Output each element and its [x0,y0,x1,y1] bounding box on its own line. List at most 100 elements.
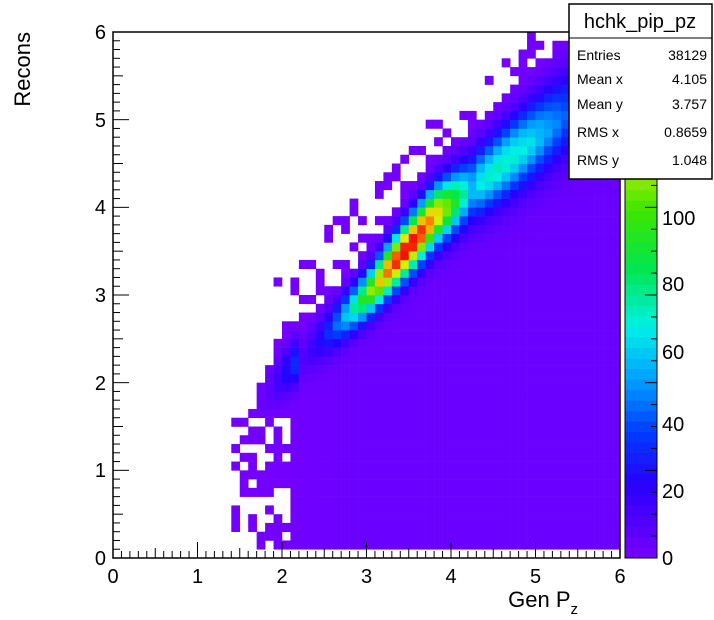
heatmap-cell [518,145,528,156]
heatmap-cell [349,505,359,515]
heatmap-cell [391,356,401,366]
heatmap-cell [459,461,469,471]
heatmap-cell [586,312,595,322]
heatmap-cell [239,435,249,445]
heatmap-cell [510,435,519,445]
heatmap-cell [594,233,604,243]
x-tick-labels: 0 1 2 3 4 5 6 [107,566,625,588]
heatmap-cell [611,531,621,541]
heatmap-cell [349,408,359,419]
heatmap-cell [527,303,536,313]
heatmap-cell [400,540,410,550]
heatmap-cell [442,277,452,287]
heatmap-cell [577,251,587,261]
heatmap-cell [484,242,494,252]
heatmap-cell [467,242,477,252]
heatmap-cell [400,487,410,497]
heatmap-cell [569,461,579,471]
heatmap-cell [569,259,579,269]
heatmap-cell [349,347,359,357]
heatmap-cell [315,444,325,454]
colorbar-segment [625,284,657,296]
heatmap-cell [501,330,511,340]
heatmap-cell [552,356,562,366]
heatmap-cell [611,496,621,506]
heatmap-cell [408,224,418,234]
heatmap-cell [560,338,570,348]
heatmap-cell [518,444,528,454]
heatmap-cell [569,277,579,287]
heatmap-cell [374,365,384,375]
heatmap-cell [467,110,477,120]
x-tick-label-1: 1 [192,566,203,588]
heatmap-cell [273,356,283,366]
heatmap-cell [273,347,283,357]
heatmap-cell [467,470,477,480]
heatmap-cell [332,444,342,454]
heatmap-cell [552,207,562,217]
heatmap-cell [391,233,401,243]
heatmap-cell [560,391,570,401]
heatmap-cell [603,540,612,550]
heatmap-cell [560,163,570,173]
heatmap-cell [408,189,418,199]
heatmap-cell [501,242,511,252]
heatmap-cell [298,540,308,550]
colorbar-segment [625,452,657,464]
heatmap-cell [586,522,595,532]
heatmap-cell [451,461,460,471]
heatmap-cell [315,400,325,410]
heatmap-cell [366,338,376,348]
heatmap-cell [349,417,359,427]
heatmap-cell [493,487,502,497]
heatmap-cell [527,417,536,427]
heatmap-cell [510,277,519,287]
heatmap-cell [594,382,604,392]
heatmap-cell [374,461,384,471]
heatmap-cell [425,382,435,392]
heatmap-cell [569,268,579,278]
heatmap-cell [560,330,570,340]
heatmap-cell [442,233,452,243]
heatmap-cell [510,145,519,156]
heatmap-cell [451,426,460,436]
heatmap-cell [400,373,410,383]
heatmap-cell [324,452,333,462]
heatmap-cell [400,224,410,234]
heatmap-cell [518,181,528,191]
heatmap-cell [298,330,308,340]
heatmap-cell [459,408,469,419]
heatmap-cell [510,128,519,138]
heatmap-cell [417,330,426,340]
heatmap-cell [408,522,418,532]
heatmap-cell [611,338,621,348]
heatmap-cell [552,365,562,375]
heatmap-cell [577,400,587,410]
heatmap-cell [493,303,502,313]
heatmap-cell [476,321,486,331]
heatmap-cell [552,268,562,278]
heatmap-cell [552,84,562,94]
heatmap-cell [535,417,545,427]
heatmap-cell [349,198,359,208]
heatmap-cell [425,479,435,489]
heatmap-cell [451,259,460,269]
heatmap-cell [518,356,528,366]
heatmap-cell [400,496,410,506]
heatmap-cell [594,452,604,462]
colorbar-segment [625,305,657,317]
heatmap-cell [543,531,553,541]
heatmap-cell [603,479,612,489]
heatmap-cell [510,408,519,419]
heatmap-cell [535,338,545,348]
heatmap-cell [298,373,308,383]
heatmap-cell [442,154,452,164]
heatmap-cell [282,373,291,383]
heatmap-cell [366,479,376,489]
heatmap-cell [543,408,553,419]
heatmap-cell [400,303,410,313]
heatmap-cell [307,426,317,436]
heatmap-cell [425,242,435,252]
heatmap-cell [594,435,604,445]
heatmap-cell [341,426,350,436]
